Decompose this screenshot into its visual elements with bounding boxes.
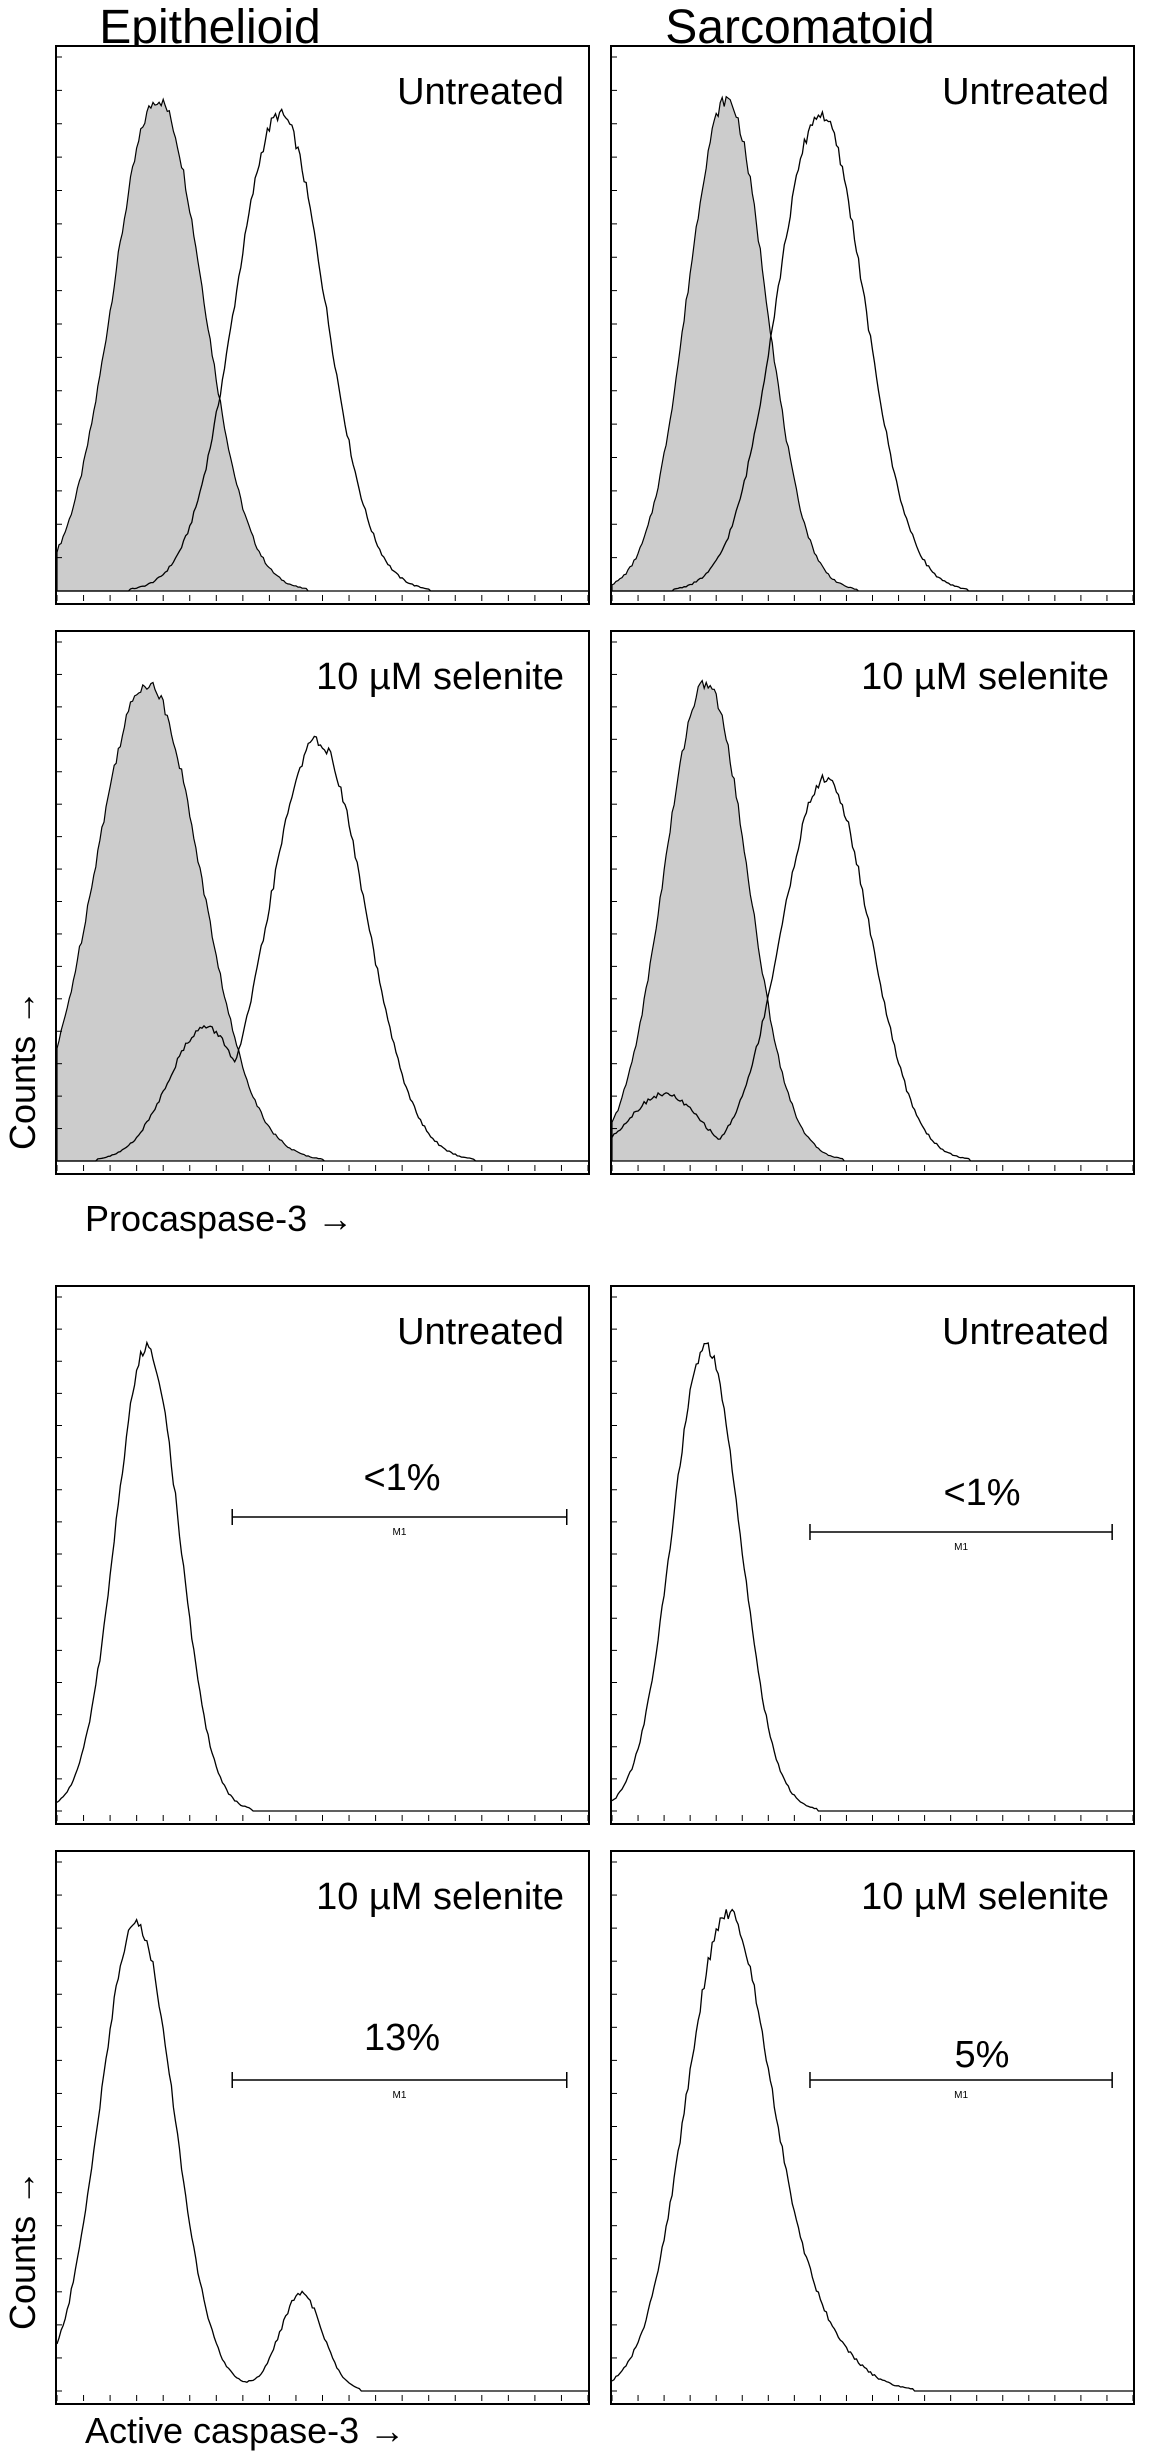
histogram-stained-outline [56,1340,588,1812]
condition-label: Untreated [397,71,564,113]
x-axis-label-top: Procaspase-3 → [85,1198,354,1239]
gate-percent: 13% [363,2017,441,2059]
histogram-stained-outline [611,1908,1133,2392]
histogram-sar-selenite-procasp [611,641,1134,1171]
condition-label: 10 µM selenite [316,656,564,698]
panel-epi-selenite-active: M1 10 µM selenite 13% [55,1850,590,2405]
panel-sar-untreated-active: M1 Untreated <1% [610,1285,1135,1825]
condition-label: 10 µM selenite [316,1876,564,1918]
histogram-stained-outline [611,1342,1133,1812]
histogram-stained-outline [56,1918,588,2392]
condition-label: 10 µM selenite [861,656,1109,698]
histogram-sar-untreated-procasp [611,56,1134,601]
gate-percent: <1% [363,1457,441,1499]
histogram-epi-selenite-procasp [56,641,589,1171]
histogram-stained-outline [57,107,588,592]
y-axis-label-bottom: Counts → [2,2169,43,2330]
panel-sar-selenite-procasp: 10 µM selenite [610,630,1135,1175]
histogram-control-shaded [56,681,588,1162]
y-axis-label-top: Counts → [2,989,43,1150]
histogram-stained-outline [57,735,588,1162]
panel-epi-selenite-procasp: 10 µM selenite [55,630,590,1175]
condition-label: Untreated [942,1311,1109,1353]
condition-label: 10 µM selenite [861,1876,1109,1918]
histogram-epi-untreated-active: M1 [56,1296,589,1821]
gate-label: M1 [954,1542,968,1553]
gate-label: M1 [393,2090,407,2101]
x-axis-label-bottom: Active caspase-3 → [85,2410,406,2451]
histogram-control-shaded [611,679,1133,1162]
gate-percent: <1% [943,1472,1021,1514]
panel-epi-untreated-active: M1 Untreated <1% [55,1285,590,1825]
gate-percent: 5% [954,2034,1010,2076]
panel-sar-untreated-procasp: Untreated [610,45,1135,605]
histogram-epi-selenite-active: M1 [56,1861,589,2401]
gate-label: M1 [393,1527,407,1538]
gate-label: M1 [954,2090,968,2101]
condition-label: Untreated [942,71,1109,113]
histogram-epi-untreated-procasp [56,56,589,601]
condition-label: Untreated [397,1311,564,1353]
histogram-sar-untreated-active: M1 [611,1296,1134,1821]
panel-sar-selenite-active: M1 10 µM selenite 5% [610,1850,1135,2405]
histogram-control-shaded [611,95,1133,592]
histogram-stained-outline [611,773,1133,1162]
histogram-sar-selenite-active: M1 [611,1861,1134,2401]
histogram-control-shaded [56,97,588,592]
panel-epi-untreated-procasp: Untreated [55,45,590,605]
histogram-stained-outline [612,109,1133,592]
